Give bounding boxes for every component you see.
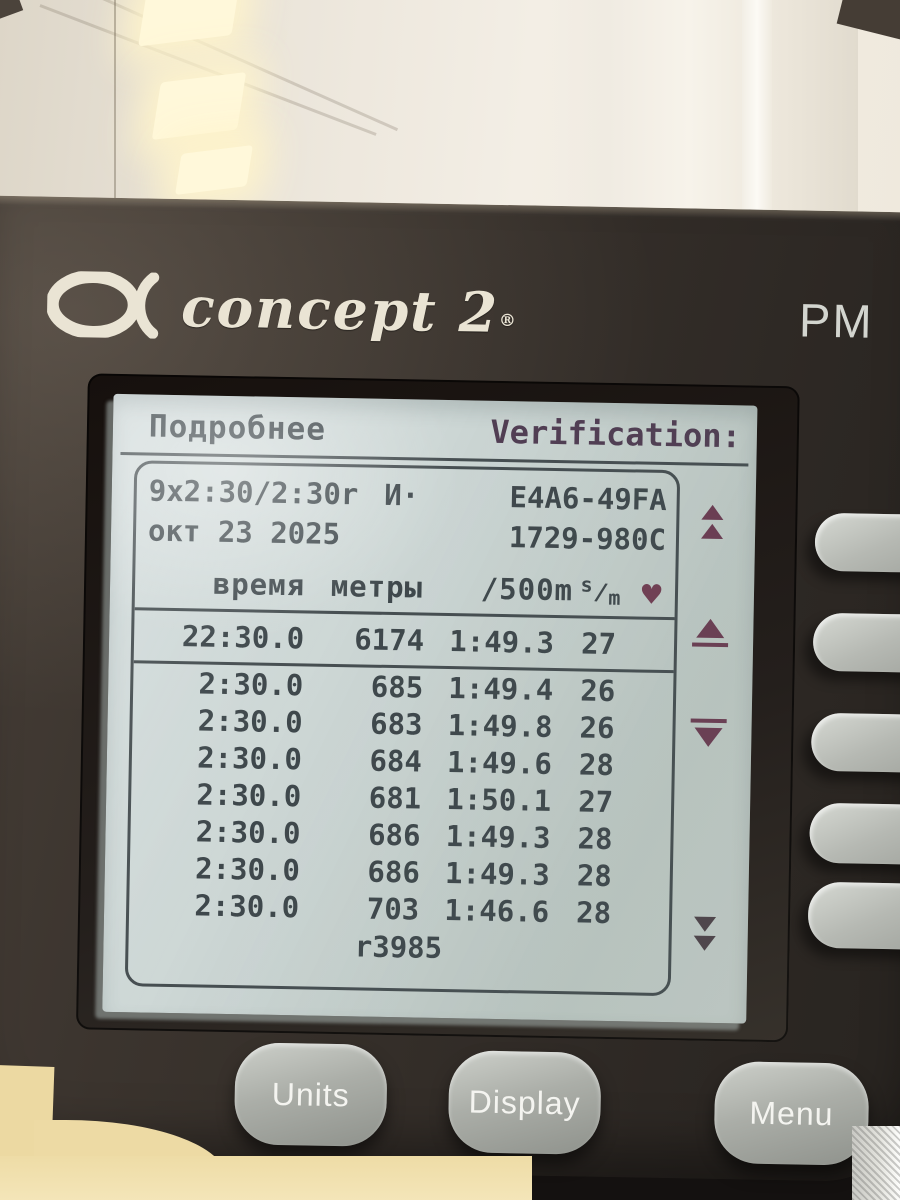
lcd-header: Подробнее Verification: bbox=[113, 406, 758, 456]
concept2-logo-icon bbox=[46, 270, 160, 339]
interval-spm: 26 bbox=[579, 709, 615, 745]
summary-spm: 27 bbox=[580, 626, 617, 662]
interval-time: 2:30.0 bbox=[195, 813, 301, 850]
wall-stripe bbox=[742, 0, 772, 248]
workout-detail-box: 9x2:30/2:30r И· E4A6-49FA окт 23 2025 172… bbox=[124, 460, 681, 997]
brand-logo: concept 2® bbox=[46, 270, 519, 346]
rest-meters-label: r3985 bbox=[354, 929, 443, 965]
model-label: PM bbox=[798, 293, 875, 348]
verification-code-line1: E4A6-49FA bbox=[509, 480, 668, 518]
lcd-screen: Подробнее Verification: 9x2:30/2:30r И· E… bbox=[102, 393, 758, 1024]
interval-spm: 27 bbox=[577, 783, 614, 819]
interval-spm: 28 bbox=[576, 857, 613, 893]
interval-pace: 1:49.6 bbox=[446, 744, 553, 781]
interval-pace: 1:49.8 bbox=[447, 707, 553, 744]
interval-meters: 686 bbox=[367, 854, 421, 890]
neighbor-machine-edge bbox=[852, 1126, 900, 1200]
interval-time: 2:30.0 bbox=[198, 665, 304, 702]
scroll-down-icon bbox=[685, 718, 732, 748]
verification-label: Verification: bbox=[490, 412, 742, 456]
interval-meters: 684 bbox=[369, 743, 423, 779]
interval-pace: 1:49.4 bbox=[448, 670, 554, 707]
ceiling-beam bbox=[95, 0, 399, 132]
side-button-scroll-up[interactable] bbox=[812, 612, 900, 674]
interval-meters: 683 bbox=[369, 706, 423, 742]
interval-pace: 1:49.3 bbox=[444, 855, 551, 892]
verification-code-line2: 1729-980C bbox=[508, 520, 667, 558]
header-time: время bbox=[212, 566, 306, 603]
summary-meters: 6174 bbox=[353, 622, 425, 658]
interval-pace: 1:50.1 bbox=[446, 781, 552, 818]
interval-time: 2:30.0 bbox=[194, 850, 301, 887]
interval-spm: 26 bbox=[579, 672, 616, 708]
scroll-down-fast-icon bbox=[681, 912, 728, 951]
interval-spm: 28 bbox=[577, 820, 613, 856]
interval-spm: 28 bbox=[575, 894, 612, 930]
workout-mode-flag: И· bbox=[383, 477, 420, 513]
interval-time: 2:30.0 bbox=[194, 887, 300, 924]
header-spm: s/m bbox=[580, 572, 622, 610]
workout-name: 9x2:30/2:30r И· bbox=[148, 473, 420, 513]
workout-date: окт 23 2025 bbox=[147, 513, 341, 552]
menu-button[interactable]: Menu bbox=[713, 1060, 870, 1166]
interval-meters: 685 bbox=[370, 669, 424, 705]
summary-pace: 1:49.3 bbox=[449, 624, 555, 660]
side-button-unlabeled[interactable] bbox=[809, 802, 900, 866]
interval-pace: 1:46.6 bbox=[444, 892, 550, 929]
screen-bezel: Подробнее Verification: 9x2:30/2:30r И· E… bbox=[75, 373, 800, 1043]
interval-meters: 686 bbox=[367, 817, 421, 853]
ceiling-light bbox=[138, 0, 240, 47]
heart-rate-icon: ♥ bbox=[639, 579, 665, 611]
side-button-scroll-up-fast[interactable] bbox=[814, 512, 900, 574]
table-header-row: время метры /500m s/m ♥ bbox=[135, 547, 676, 611]
corner-shadow bbox=[0, 0, 24, 21]
summary-row: 22:30.0 6174 1:49.3 27 bbox=[133, 607, 675, 674]
header-meters: метры bbox=[330, 568, 424, 605]
wall-seam bbox=[114, 0, 116, 224]
page-title: Подробнее bbox=[148, 408, 327, 448]
side-button-scroll-down[interactable] bbox=[810, 712, 900, 774]
pm-monitor: concept 2® PM Подробнее Verification: 9x… bbox=[0, 195, 900, 1183]
interval-time: 2:30.0 bbox=[196, 739, 303, 776]
ceiling-light bbox=[175, 145, 253, 195]
summary-time: 22:30.0 bbox=[181, 619, 305, 656]
scroll-up-fast-icon bbox=[689, 504, 736, 543]
interval-spm: 28 bbox=[578, 746, 615, 782]
floor-wall bbox=[0, 1156, 532, 1200]
header-pace: /500m bbox=[480, 571, 574, 608]
display-button[interactable]: Display bbox=[447, 1050, 602, 1155]
interval-time: 2:30.0 bbox=[196, 776, 302, 813]
interval-pace: 1:49.3 bbox=[445, 818, 551, 855]
brand-name: concept 2® bbox=[180, 273, 519, 345]
side-button-scroll-down-fast[interactable] bbox=[807, 881, 900, 951]
interval-meters: 681 bbox=[368, 780, 422, 816]
scroll-up-icon bbox=[687, 618, 734, 648]
units-button[interactable]: Units bbox=[233, 1042, 388, 1147]
registered-mark: ® bbox=[498, 310, 519, 331]
ceiling-light bbox=[151, 71, 247, 141]
interval-meters: 703 bbox=[366, 891, 420, 927]
interval-time: 2:30.0 bbox=[197, 702, 303, 739]
